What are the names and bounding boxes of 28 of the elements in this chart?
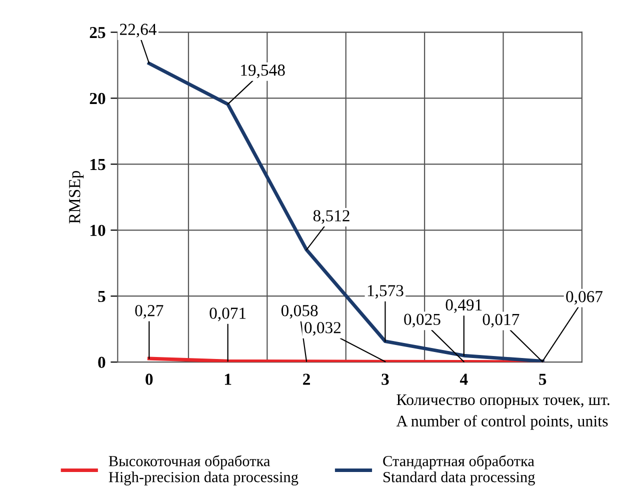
data-label: 0,071	[210, 308, 246, 322]
y-tick-label: 20	[90, 92, 106, 104]
y-tick-label: 25	[90, 26, 106, 38]
y-tick-label: 0	[98, 356, 106, 368]
x-tick-label: 4	[460, 374, 468, 385]
data-label: 0,025	[404, 314, 440, 328]
x-tick-label: 5	[539, 374, 546, 385]
x-tick-label: 1	[224, 374, 232, 385]
data-label: 0,032	[304, 322, 341, 336]
x-axis-title: Количество опорных точек, шт. A number of control points, units	[396, 394, 610, 430]
data-label: 19,548	[241, 64, 285, 78]
y-axis-title: RMSEp	[69, 170, 84, 224]
y-tick-label: 5	[98, 290, 106, 302]
y-tick-label: 15	[90, 158, 106, 170]
legend-label: Стандартная обработка Standard data processing	[383, 455, 535, 486]
data-label: 0,058	[281, 305, 318, 319]
legend-label: Высокоточная обработка High-precision data processing	[108, 455, 298, 486]
data-label: 8,512	[313, 210, 350, 224]
x-tick-label: 2	[303, 374, 310, 385]
data-label: 22,64	[120, 24, 157, 38]
data-label: 0,491	[446, 299, 482, 313]
x-tick-label: 3	[382, 374, 389, 385]
data-label: 0,27	[135, 304, 164, 319]
data-label: 1,573	[368, 285, 404, 299]
data-label: 0,067	[566, 291, 603, 305]
data-label: 0,017	[482, 314, 520, 328]
y-tick-label: 10	[90, 224, 106, 236]
x-tick-label: 0	[146, 374, 153, 385]
